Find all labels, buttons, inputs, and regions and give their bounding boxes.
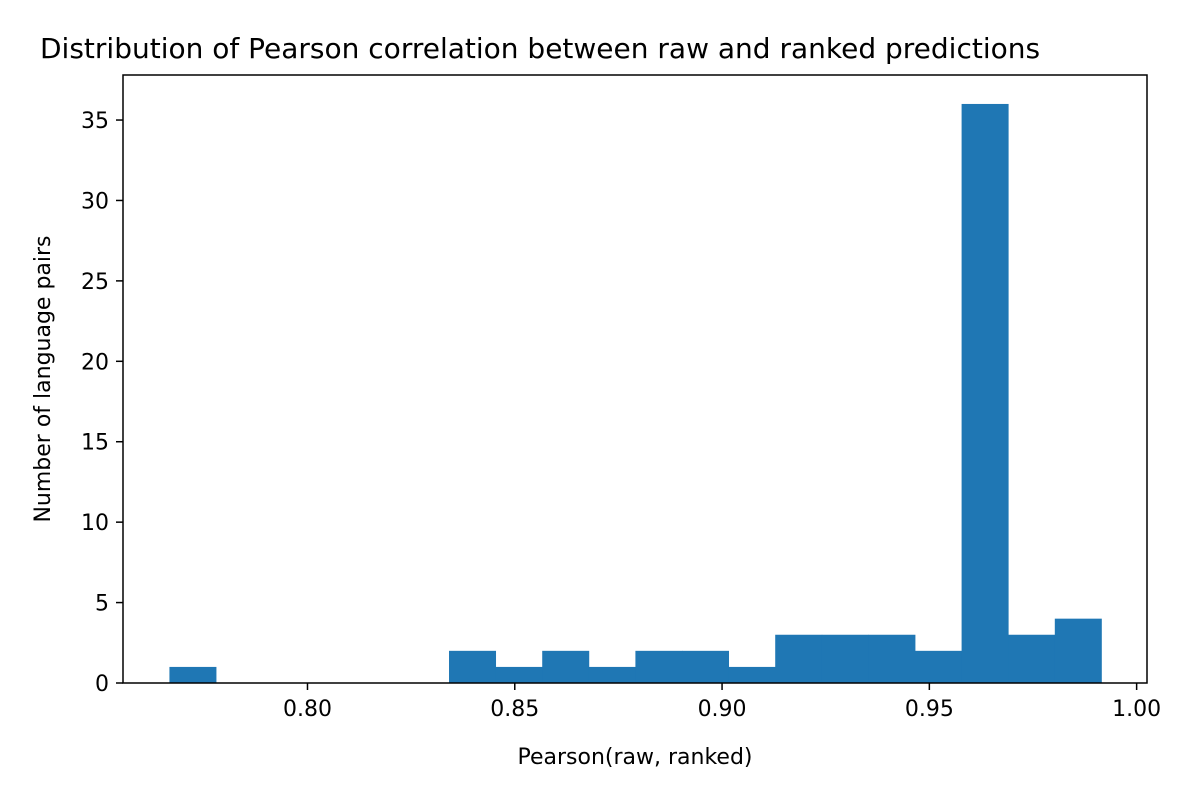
histogram-bar	[821, 634, 869, 683]
x-axis-label: Pearson(raw, ranked)	[517, 745, 752, 770]
y-tick-label: 30	[81, 189, 109, 214]
y-tick-label: 10	[81, 511, 109, 536]
histogram-bar	[775, 634, 823, 683]
histogram-bar	[1008, 634, 1056, 683]
x-tick-label: 1.00	[1112, 697, 1161, 722]
x-tick-label: 0.90	[698, 697, 747, 722]
histogram-bar	[542, 650, 590, 683]
y-tick-label: 5	[95, 592, 109, 617]
histogram-bar	[1054, 618, 1102, 683]
y-tick-label: 20	[81, 350, 109, 375]
y-tick-label: 25	[81, 270, 109, 295]
plot-frame	[122, 74, 1148, 684]
histogram-bar	[682, 650, 730, 683]
histogram-bar	[868, 634, 916, 683]
x-tick-label: 0.80	[283, 697, 332, 722]
histogram-bar	[961, 103, 1009, 683]
histogram-bar	[169, 666, 217, 683]
bars-group	[169, 103, 1102, 683]
histogram-bar	[588, 666, 636, 683]
histogram-bar	[728, 666, 776, 683]
y-axis-label: Number of language pairs	[31, 235, 56, 522]
histogram-bar	[449, 650, 497, 683]
chart-title: Distribution of Pearson correlation betw…	[40, 32, 1040, 65]
y-axis: 0 5 10 15 20 25 30 35	[81, 109, 123, 697]
x-tick-label: 0.95	[905, 697, 954, 722]
y-tick-label: 35	[81, 109, 109, 134]
histogram-bar	[915, 650, 962, 683]
x-tick-label: 0.85	[490, 697, 539, 722]
histogram-bar	[635, 650, 683, 683]
y-tick-label: 0	[95, 672, 109, 697]
y-tick-label: 15	[81, 431, 109, 456]
histogram-bar	[495, 666, 543, 683]
x-axis: 0.80 0.85 0.90 0.95 1.00	[283, 683, 1161, 722]
